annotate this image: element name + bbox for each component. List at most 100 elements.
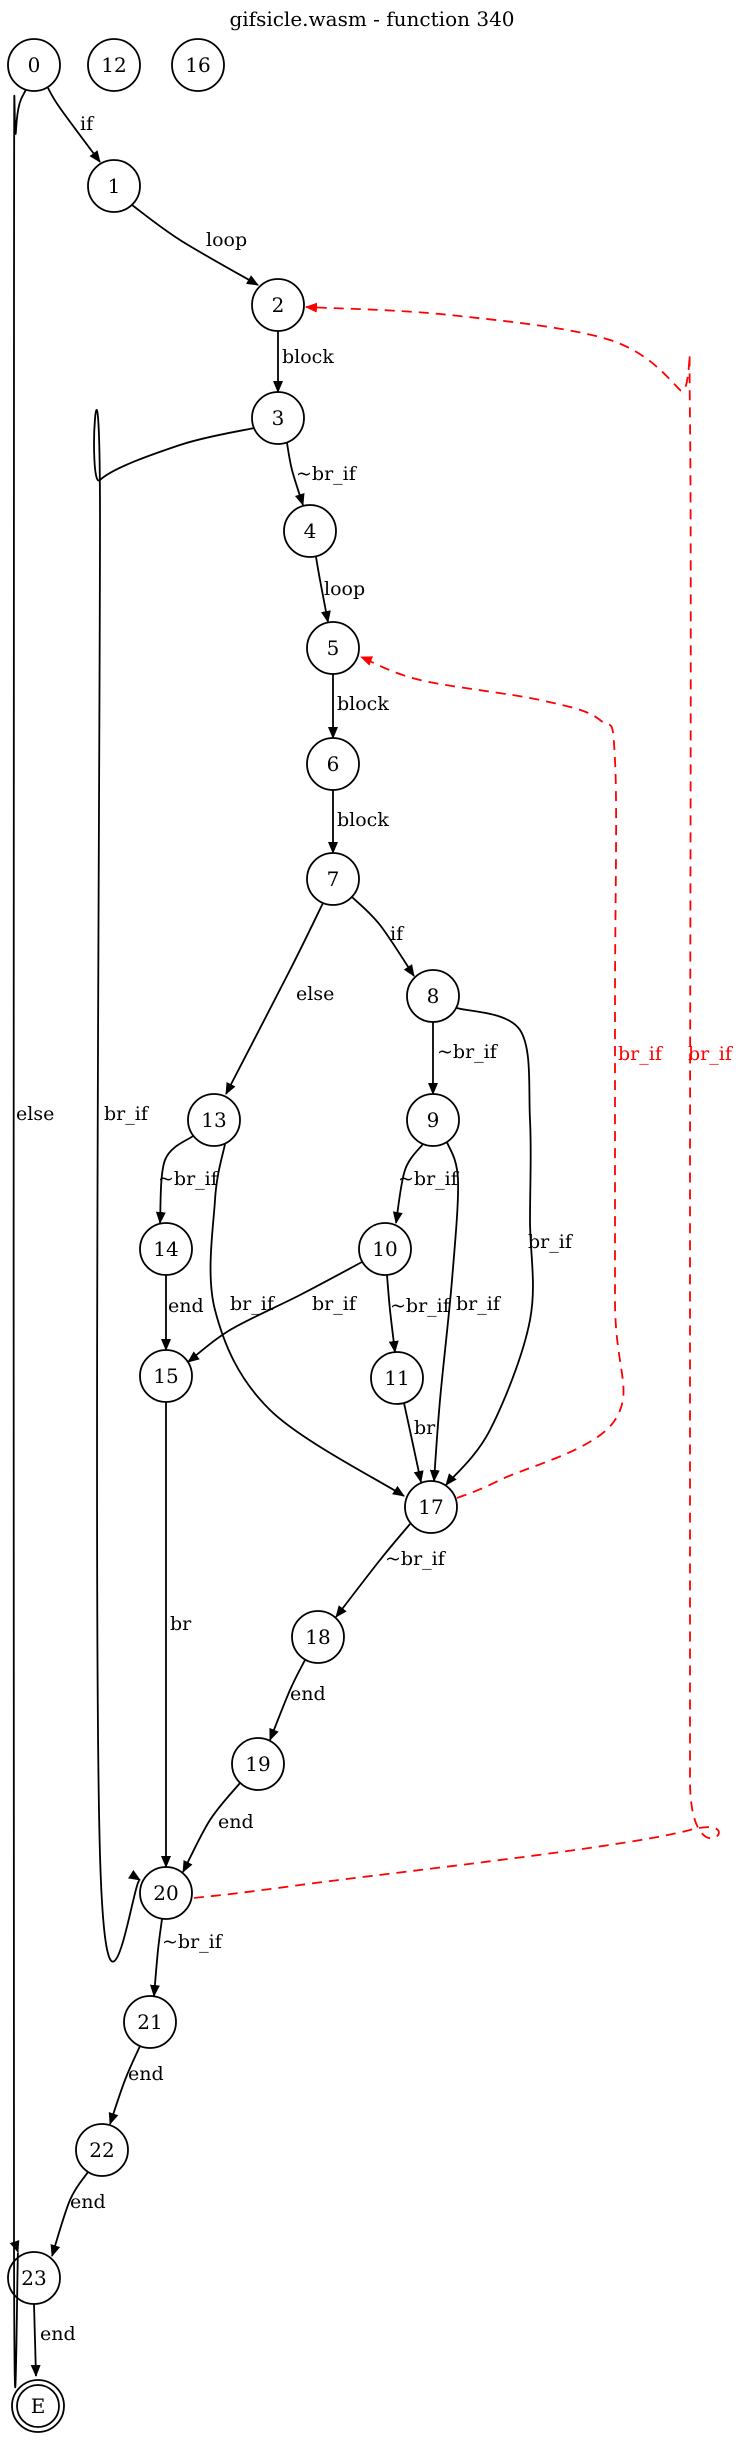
edge-22-to-23 [50, 2171, 89, 2257]
node-circle [139, 1222, 193, 1276]
edge-3-to-4 [286, 442, 305, 506]
edge-label-7-to-13: else [296, 983, 334, 1005]
node-13: 13 [187, 1093, 241, 1147]
edge-8-to-17 [445, 1007, 534, 1486]
node-8: 8 [406, 969, 460, 1023]
node-circle [231, 1737, 285, 1791]
node-label: 18 [305, 1625, 330, 1649]
node-label: 8 [427, 984, 440, 1008]
edge-label-8-to-9: ~br_if [437, 1041, 499, 1063]
edge-label-0-to-23: else [16, 1103, 54, 1125]
edge-label-9-to-17: br_if [456, 1293, 502, 1315]
edge-label-15-to-20: br [170, 1613, 192, 1635]
node-circle [370, 1351, 424, 1405]
node-6: 6 [306, 737, 360, 791]
edge-label-8-to-17: br_if [528, 1231, 574, 1253]
edge-label-18-to-19: end [290, 1683, 326, 1705]
edge-label-14-to-15: end [168, 1295, 204, 1317]
edge-label-7-to-8: if [390, 923, 405, 945]
node-label: 10 [372, 1237, 397, 1261]
edge-label-13-to-17: br_if [230, 1293, 276, 1315]
edge-4-to-5 [315, 556, 331, 623]
node-circle [7, 2251, 61, 2305]
node-circle [139, 1866, 193, 1920]
edge-label-1-to-2: loop [206, 229, 247, 251]
node-E: E [11, 2379, 65, 2433]
edge-label-2-to-3: block [282, 346, 334, 368]
node-label: 5 [327, 636, 340, 660]
edge-label-13-to-14: ~br_if [158, 1168, 220, 1190]
node-circle [7, 38, 61, 92]
node-label: 20 [153, 1881, 178, 1905]
edge-20-to-21 [149, 1918, 163, 1997]
node-label: 15 [153, 1364, 178, 1388]
node-7: 7 [306, 852, 360, 906]
edge-label-0-to-1: if [80, 113, 95, 135]
node-12: 12 [87, 38, 141, 92]
edge-7-to-13 [225, 902, 324, 1095]
node-19: 19 [231, 1737, 285, 1791]
node-circle [11, 2379, 65, 2433]
node-circle [251, 391, 305, 445]
edge-13-to-14 [155, 1135, 194, 1224]
edge-17-to-5 [360, 656, 625, 1499]
node-circle [187, 1093, 241, 1147]
node-label: 21 [137, 2010, 162, 2034]
node-circle [123, 1995, 177, 2049]
edge-1-to-2 [131, 204, 259, 286]
node-label: 6 [327, 752, 340, 776]
node-circle [306, 852, 360, 906]
node-23: 23 [7, 2251, 61, 2305]
edge-label-9-to-10: ~br_if [398, 1168, 460, 1190]
node-circle [404, 1480, 458, 1534]
node-circle [87, 159, 141, 213]
node-circle [291, 1610, 345, 1664]
node-16: 16 [171, 38, 225, 92]
edge-label-10-to-11: ~br_if [390, 1295, 452, 1317]
node-label: 17 [418, 1495, 443, 1519]
node-label: 16 [185, 53, 210, 77]
node-18: 18 [291, 1610, 345, 1664]
edge-3-to-20 [93, 408, 255, 1963]
edge-7-to-8 [351, 896, 415, 977]
edge-19-to-20 [182, 1782, 241, 1873]
node-label: 13 [201, 1108, 226, 1132]
edge-23-to-E [30, 2303, 41, 2377]
edge-label-4-to-5: loop [324, 578, 365, 600]
edge-11-to-17 [403, 1402, 424, 1483]
edge-label-11-to-17: br [414, 1417, 436, 1439]
node-circle [406, 1093, 460, 1147]
node-label: 9 [427, 1108, 440, 1132]
node-circle [139, 1349, 193, 1403]
edges-layer: ifelseloopblock~br_ifbr_ifloopblockblock… [9, 87, 734, 2389]
node-circle [171, 38, 225, 92]
edge-18-to-19 [269, 1659, 306, 1741]
node-10: 10 [358, 1222, 412, 1276]
node-20: 20 [139, 1866, 193, 1920]
edge-label-20-to-21: ~br_if [162, 1931, 224, 1953]
edge-label-10-to-15: br_if [312, 1293, 358, 1315]
node-label: 12 [101, 53, 126, 77]
node-circle [306, 621, 360, 675]
node-circle [358, 1222, 412, 1276]
edge-9-to-17 [429, 1141, 460, 1482]
node-label: 7 [327, 867, 340, 891]
node-4: 4 [283, 504, 337, 558]
edge-label-21-to-22: end [128, 2063, 164, 2085]
node-label: 22 [89, 2138, 114, 2162]
graph-title: gifsicle.wasm - function 340 [229, 7, 514, 31]
edge-10-to-15 [187, 1261, 363, 1363]
node-label: 2 [272, 293, 285, 317]
edge-21-to-22 [108, 2045, 141, 2125]
node-5: 5 [306, 621, 360, 675]
edge-20-to-2 [193, 302, 720, 1899]
node-14: 14 [139, 1222, 193, 1276]
node-label: 11 [384, 1366, 409, 1390]
edge-17-to-18 [335, 1523, 411, 1618]
node-17: 17 [404, 1480, 458, 1534]
node-circle [75, 2123, 129, 2177]
edge-label-3-to-4: ~br_if [296, 463, 358, 485]
node-label: 1 [108, 174, 121, 198]
